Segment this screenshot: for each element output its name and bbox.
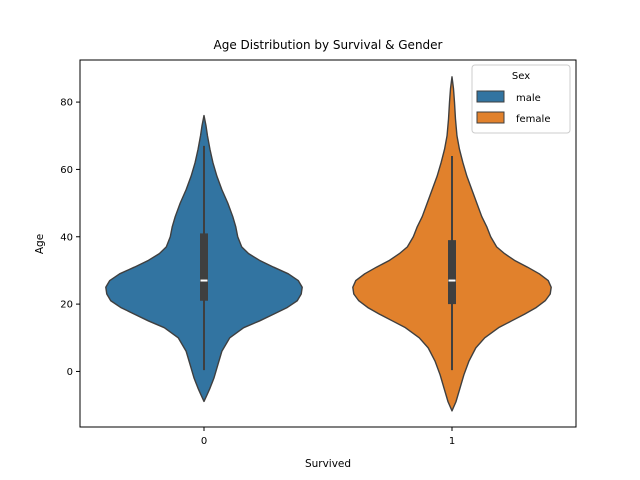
x-tick-label-0: 0 [201, 436, 207, 447]
x-tick-label-1: 1 [449, 436, 455, 447]
chart-title: Age Distribution by Survival & Gender [214, 38, 443, 52]
legend-title: Sex [512, 71, 530, 82]
iqr-box-female [448, 240, 456, 305]
legend-label-female: female [516, 114, 550, 125]
y-tick-label-40: 40 [60, 232, 73, 243]
legend-swatch-female [476, 111, 505, 124]
y-tick-label-0: 0 [67, 367, 73, 378]
iqr-box-male [200, 233, 208, 301]
x-axis-label: Survived [305, 458, 351, 470]
plot-area: 0 20 40 60 80 0 1 [60, 59, 577, 447]
y-tick-label-20: 20 [60, 300, 73, 311]
y-axis-label: Age [34, 234, 46, 254]
axes-frame [79, 59, 577, 428]
y-tick-label-80: 80 [60, 98, 73, 109]
legend: Sex male female [471, 64, 571, 134]
y-tick-label-60: 60 [60, 165, 73, 176]
legend-swatch-male [476, 90, 505, 103]
legend-label-male: male [516, 93, 541, 104]
